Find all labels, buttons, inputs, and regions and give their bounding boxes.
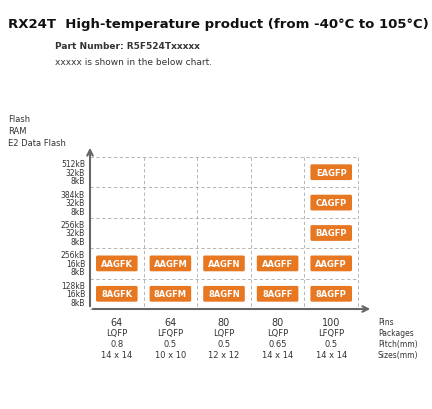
Text: 0.8: 0.8: [110, 339, 124, 348]
Text: 64: 64: [164, 317, 177, 327]
Text: 8AGFM: 8AGFM: [154, 290, 187, 299]
Text: 10 x 10: 10 x 10: [155, 350, 186, 359]
Text: 80: 80: [218, 317, 230, 327]
Text: 14 x 14: 14 x 14: [315, 350, 347, 359]
Text: Pins: Pins: [378, 317, 394, 326]
Text: Pitch(mm): Pitch(mm): [378, 339, 418, 348]
FancyBboxPatch shape: [203, 256, 245, 272]
Text: CAGFP: CAGFP: [315, 199, 347, 208]
Text: 8kB: 8kB: [70, 207, 85, 216]
FancyBboxPatch shape: [311, 226, 352, 241]
Text: AAGFM: AAGFM: [153, 259, 187, 268]
Text: 64: 64: [111, 317, 123, 327]
Text: 256kB: 256kB: [61, 251, 85, 260]
Text: 80: 80: [271, 317, 284, 327]
Text: 32kB: 32kB: [66, 229, 85, 238]
Text: 14 x 14: 14 x 14: [262, 350, 293, 359]
Text: RX24T  High-temperature product (from -40°C to 105°C): RX24T High-temperature product (from -40…: [8, 18, 429, 31]
Text: LQFP: LQFP: [106, 328, 127, 337]
Text: 512kB: 512kB: [61, 160, 85, 169]
Text: 12 x 12: 12 x 12: [208, 350, 240, 359]
FancyBboxPatch shape: [149, 256, 191, 272]
FancyBboxPatch shape: [149, 286, 191, 302]
FancyBboxPatch shape: [96, 256, 138, 272]
Text: AAGFK: AAGFK: [101, 259, 133, 268]
Text: 0.5: 0.5: [324, 339, 338, 348]
Text: 8kB: 8kB: [70, 268, 85, 277]
Text: RAM: RAM: [8, 127, 26, 136]
Text: 8kB: 8kB: [70, 177, 85, 186]
Text: 8kB: 8kB: [70, 238, 85, 246]
Text: 256kB: 256kB: [61, 220, 85, 229]
Text: 32kB: 32kB: [66, 168, 85, 177]
Text: xxxxx is shown in the below chart.: xxxxx is shown in the below chart.: [55, 58, 212, 67]
Text: 0.5: 0.5: [217, 339, 231, 348]
Text: 128kB: 128kB: [61, 281, 85, 290]
Text: Part Number: R5F524Txxxxx: Part Number: R5F524Txxxxx: [55, 42, 200, 51]
FancyBboxPatch shape: [203, 286, 245, 302]
FancyBboxPatch shape: [96, 286, 138, 302]
Text: 8AGFK: 8AGFK: [101, 290, 132, 299]
Text: 8kB: 8kB: [70, 298, 85, 307]
FancyBboxPatch shape: [257, 286, 299, 302]
FancyBboxPatch shape: [311, 286, 352, 302]
Text: 8AGFF: 8AGFF: [262, 290, 293, 299]
Text: Packages: Packages: [378, 328, 414, 337]
Text: Flash: Flash: [8, 115, 30, 124]
Text: LQFP: LQFP: [213, 328, 235, 337]
FancyBboxPatch shape: [311, 195, 352, 211]
Text: 0.5: 0.5: [164, 339, 177, 348]
Text: 100: 100: [322, 317, 340, 327]
Text: LFQFP: LFQFP: [318, 328, 344, 337]
Text: 14 x 14: 14 x 14: [101, 350, 133, 359]
Text: E2 Data Flash: E2 Data Flash: [8, 139, 66, 148]
Text: AAGFP: AAGFP: [315, 259, 347, 268]
Text: 16kB: 16kB: [66, 290, 85, 299]
Text: AAGFN: AAGFN: [208, 259, 240, 268]
FancyBboxPatch shape: [311, 165, 352, 181]
Text: AAGFF: AAGFF: [262, 259, 293, 268]
Text: 8AGFP: 8AGFP: [316, 290, 346, 299]
FancyBboxPatch shape: [311, 256, 352, 272]
Text: EAGFP: EAGFP: [316, 168, 346, 177]
Text: 32kB: 32kB: [66, 199, 85, 208]
Text: LQFP: LQFP: [267, 328, 288, 337]
Text: 8AGFN: 8AGFN: [208, 290, 240, 299]
Text: 384kB: 384kB: [61, 190, 85, 199]
FancyBboxPatch shape: [257, 256, 299, 272]
Text: BAGFP: BAGFP: [315, 229, 347, 238]
Text: 16kB: 16kB: [66, 259, 85, 268]
Text: 0.65: 0.65: [268, 339, 287, 348]
Text: LFQFP: LFQFP: [157, 328, 184, 337]
Text: Sizes(mm): Sizes(mm): [378, 350, 419, 359]
